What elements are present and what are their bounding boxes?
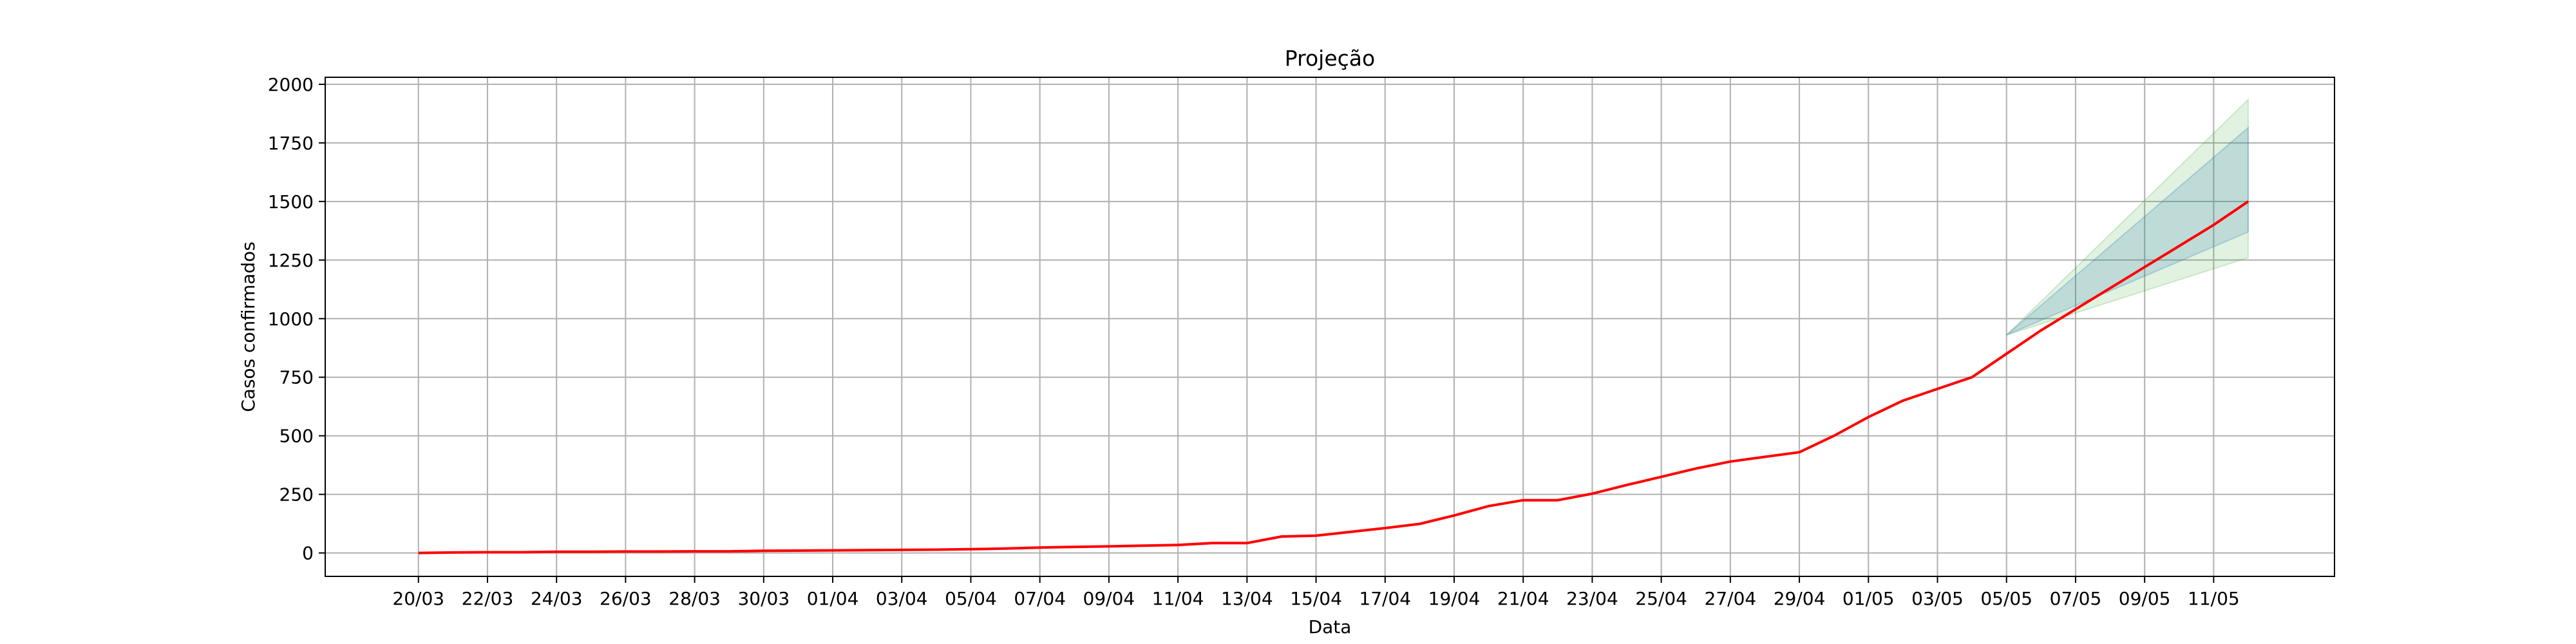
y-tick-label: 0 <box>302 543 314 564</box>
x-tick-label: 11/04 <box>1152 588 1204 609</box>
x-tick-label: 03/04 <box>876 588 928 609</box>
x-tick-label: 05/04 <box>945 588 997 609</box>
x-tick-label: 05/05 <box>1980 588 2032 609</box>
x-tick-label: 27/04 <box>1705 588 1757 609</box>
x-tick-label: 01/05 <box>1842 588 1895 609</box>
x-axis-ticks: 20/03 22/03 24/03 26/03 28/03 30/03 01/04 03/04… <box>392 576 2240 609</box>
x-tick-label: 11/05 <box>2188 588 2240 609</box>
x-tick-label: 19/04 <box>1428 588 1481 609</box>
y-tick-label: 2000 <box>268 74 314 95</box>
x-axis-title: Data <box>1309 616 1352 638</box>
series-line <box>418 200 2249 554</box>
y-tick-label: 1500 <box>268 191 314 213</box>
x-tick-label: 03/05 <box>1911 588 1964 609</box>
y-axis-title: Casos confirmados <box>238 242 259 412</box>
x-tick-label: 24/03 <box>531 588 583 609</box>
series-lines <box>418 200 2249 554</box>
y-tick-label: 1000 <box>268 308 314 330</box>
x-tick-label: 15/04 <box>1290 588 1342 609</box>
y-tick-label: 250 <box>279 484 314 506</box>
confidence-bands <box>2006 98 2249 336</box>
x-tick-label: 25/04 <box>1635 588 1687 609</box>
chart-title: Projeção <box>1285 46 1375 71</box>
x-tick-label: 26/03 <box>600 588 652 609</box>
x-tick-label: 21/04 <box>1497 588 1549 609</box>
band-inner <box>2006 126 2249 336</box>
x-tick-label: 29/04 <box>1774 588 1826 609</box>
x-tick-label: 13/04 <box>1221 588 1273 609</box>
x-tick-label: 20/03 <box>392 588 444 609</box>
x-tick-label: 30/03 <box>737 588 790 609</box>
band-outer <box>2006 98 2249 336</box>
y-axis-ticks: 0 250 500 750 1000 1250 1500 1750 2000 <box>268 74 325 564</box>
x-tick-label: 09/04 <box>1083 588 1135 609</box>
x-tick-label: 01/04 <box>807 588 859 609</box>
x-tick-label: 09/05 <box>2119 588 2171 609</box>
x-tick-label: 22/03 <box>462 588 514 609</box>
y-tick-label: 500 <box>279 426 314 447</box>
y-tick-label: 750 <box>279 367 314 388</box>
x-tick-label: 17/04 <box>1359 588 1411 609</box>
x-tick-label: 23/04 <box>1566 588 1618 609</box>
grid-lines <box>325 77 2334 576</box>
x-tick-label: 07/04 <box>1014 588 1066 609</box>
x-tick-label: 28/03 <box>668 588 721 609</box>
plot-frame <box>325 77 2335 577</box>
x-tick-label: 07/05 <box>2050 588 2102 609</box>
y-tick-label: 1250 <box>268 250 314 271</box>
y-tick-label: 1750 <box>268 133 314 154</box>
